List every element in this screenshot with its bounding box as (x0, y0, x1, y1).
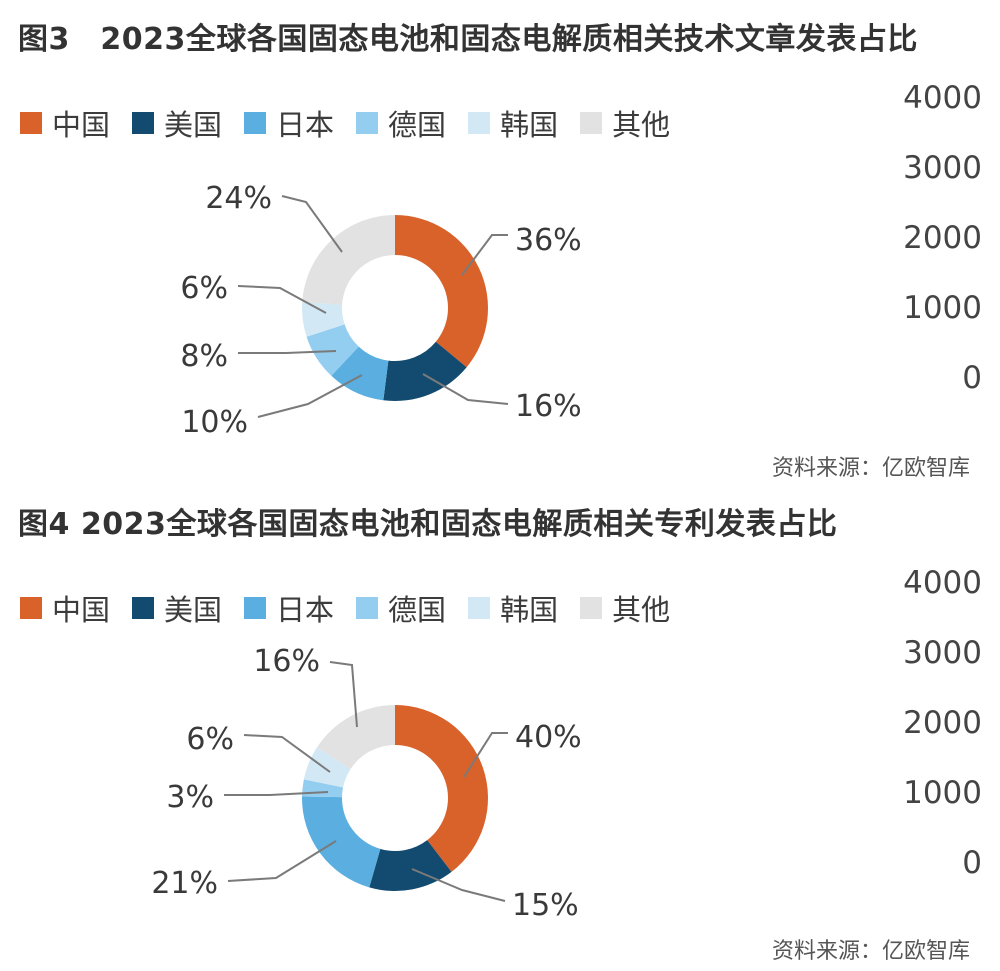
tick-label: 4000 (903, 565, 982, 601)
legend-swatch (356, 112, 379, 134)
tick-label: 0 (962, 845, 982, 881)
donut-slice (306, 324, 359, 376)
chart-legend: 中国 美国 日本 德国 韩国 其他 (20, 102, 692, 144)
leader-line (281, 195, 343, 253)
leader-line (257, 374, 363, 418)
tick-label: 3000 (903, 635, 982, 671)
slice-value-label: 15% (512, 888, 579, 923)
legend-swatch (580, 597, 603, 619)
leader-line (243, 734, 331, 773)
legend-swatch (132, 597, 155, 619)
donut-slice (302, 215, 395, 305)
tick-label: 1000 (903, 290, 982, 326)
source-note: 资料来源：亿欧智库 (771, 456, 970, 481)
leader-line (329, 661, 358, 728)
slice-value-label: 16% (253, 644, 320, 679)
slice-value-label: 36% (515, 223, 582, 258)
slice-value-label: 16% (515, 389, 582, 424)
donut-slice (302, 796, 381, 888)
legend-swatch (20, 597, 42, 619)
legend-label: 韩国 (500, 108, 559, 142)
leader-line (422, 373, 509, 405)
leader-line (238, 350, 337, 354)
legend-label: 美国 (164, 108, 223, 142)
legend-item: 韩国 (468, 102, 558, 144)
legend-swatch (132, 112, 155, 134)
donut-slice (395, 215, 489, 368)
legend-item: 美国 (132, 587, 222, 629)
donut-slice (331, 346, 389, 401)
y-axis-ticks: 4000 3000 2000 1000 0 (872, 565, 982, 881)
slice-value-label: 8% (180, 339, 228, 374)
slice-value-label: 24% (205, 181, 272, 216)
slice-value-label: 10% (181, 405, 248, 440)
chart-title: 图3 2023全球各国固态电池和固态电解质相关技术文章发表占比 (18, 22, 918, 57)
source-note: 资料来源：亿欧智库 (771, 939, 970, 964)
donut-slice (303, 747, 351, 788)
donut-chart: 36% 16% 10% 8% 6% 24% (180, 181, 582, 440)
tick-label: 4000 (903, 80, 982, 116)
legend-item: 德国 (356, 102, 446, 144)
chart-title: 图4 2023全球各国固态电池和固态电解质相关专利发表占比 (18, 507, 838, 542)
leader-line (463, 732, 508, 778)
chart-panel-1: 图3 2023全球各国固态电池和固态电解质相关技术文章发表占比 中国 美国 日本… (0, 0, 1000, 485)
legend-label: 德国 (388, 108, 447, 142)
chart-legend: 中国 美国 日本 德国 韩国 其他 (20, 587, 692, 629)
donut-slice (369, 840, 452, 891)
leader-line (224, 791, 329, 796)
leader-line (237, 285, 327, 314)
leader-line (461, 234, 508, 276)
legend-item: 日本 (244, 102, 334, 144)
legend-swatch (244, 597, 267, 619)
legend-item: 中国 (20, 102, 110, 144)
legend-item: 其他 (580, 587, 670, 629)
legend-item: 其他 (580, 102, 670, 144)
legend-label: 美国 (164, 593, 223, 627)
legend-label: 其他 (612, 108, 671, 142)
leader-line (227, 840, 337, 882)
slice-value-label: 6% (186, 722, 234, 757)
legend-label: 中国 (52, 593, 111, 627)
legend-swatch (468, 597, 491, 619)
slice-value-label: 3% (166, 780, 214, 815)
legend-item: 美国 (132, 102, 222, 144)
donut-slice (395, 705, 489, 872)
donut-slice (301, 302, 345, 337)
legend-item: 德国 (356, 587, 446, 629)
slice-value-label: 6% (180, 271, 228, 306)
legend-label: 中国 (52, 108, 111, 142)
legend-item: 日本 (244, 587, 334, 629)
tick-label: 1000 (903, 775, 982, 811)
donut-chart: 40% 15% 21% 3% 6% 16% (151, 644, 582, 923)
y-axis-ticks: 4000 3000 2000 1000 0 (872, 80, 982, 396)
legend-item: 中国 (20, 587, 110, 629)
slice-value-label: 21% (151, 866, 218, 901)
chart-panel-2: 图4 2023全球各国固态电池和固态电解质相关专利发表占比 中国 美国 日本 德… (0, 485, 1000, 971)
legend-label: 其他 (612, 593, 671, 627)
tick-label: 2000 (903, 705, 982, 741)
legend-swatch (20, 112, 42, 134)
legend-label: 日本 (276, 593, 335, 627)
legend-label: 韩国 (500, 593, 559, 627)
legend-label: 日本 (276, 108, 335, 142)
tick-label: 3000 (903, 150, 982, 186)
leader-line (411, 868, 506, 902)
legend-swatch (468, 112, 491, 134)
legend-item: 韩国 (468, 587, 558, 629)
donut-slice (383, 341, 467, 401)
legend-swatch (580, 112, 603, 134)
legend-swatch (244, 112, 267, 134)
legend-swatch (356, 597, 379, 619)
tick-label: 0 (962, 360, 982, 396)
slice-value-label: 40% (515, 720, 582, 755)
donut-slice (316, 705, 395, 770)
legend-label: 德国 (388, 593, 447, 627)
tick-label: 2000 (903, 220, 982, 256)
